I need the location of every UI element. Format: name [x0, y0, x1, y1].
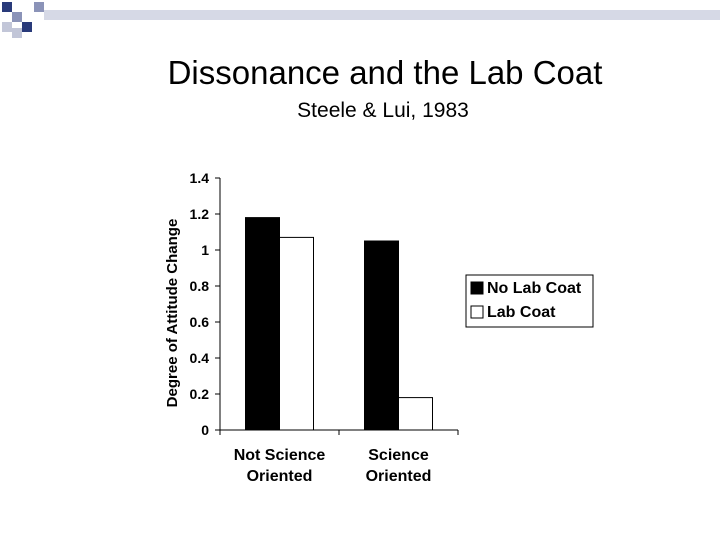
- bar-lab-coat: [398, 397, 433, 431]
- y-tick-label: 1.2: [190, 206, 210, 222]
- y-tick-label: 0.4: [190, 350, 210, 366]
- legend-label: Lab Coat: [487, 304, 556, 321]
- bar-no-lab-coat: [245, 217, 280, 431]
- x-category-label: Not Science: [234, 447, 326, 464]
- y-tick-label: 1.4: [190, 170, 210, 186]
- y-tick-label: 1: [201, 242, 209, 258]
- legend-label: No Lab Coat: [487, 280, 582, 297]
- legend-swatch-lab-coat: [470, 305, 484, 319]
- y-tick-label: 0.2: [190, 386, 210, 402]
- y-axis-label: Degree of Attitude Change: [164, 219, 181, 408]
- y-tick-label: 0: [201, 422, 209, 438]
- y-tick-label: 0.8: [190, 278, 210, 294]
- legend-swatch-no-lab-coat: [470, 281, 484, 295]
- x-category-label: Oriented: [366, 468, 432, 485]
- bar-lab-coat: [279, 236, 314, 431]
- slide-subtitle: Steele & Lui, 1983: [297, 99, 469, 122]
- slide-corner-decoration: [2, 2, 720, 38]
- bar-no-lab-coat: [364, 240, 399, 431]
- y-tick-label: 0.6: [190, 314, 210, 330]
- x-category-label: Oriented: [247, 468, 313, 485]
- x-category-label: Science: [368, 447, 429, 464]
- legend-box: [465, 274, 594, 328]
- slide-title: Dissonance and the Lab Coat: [167, 54, 603, 91]
